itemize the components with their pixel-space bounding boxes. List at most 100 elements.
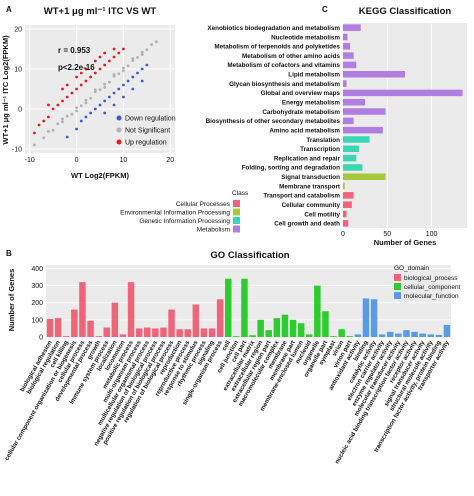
- scatter-x-tick-label: 20: [166, 157, 174, 164]
- go-bar: [322, 311, 329, 337]
- go-bar: [79, 282, 86, 337]
- go-bar: [216, 299, 224, 337]
- scatter-point-up-regulation: [93, 59, 97, 63]
- go-bar: [354, 334, 362, 337]
- go-bar: [338, 329, 345, 337]
- scatter-point-up-regulation: [79, 71, 83, 75]
- scatter-point-up-regulation: [47, 115, 50, 119]
- go-y-axis-label: Number of Genes: [7, 269, 16, 332]
- kegg-category-label: Metabolism of other amino acids: [242, 53, 340, 60]
- scatter-point-down-regulation: [103, 111, 107, 115]
- scatter-point-up-regulation: [65, 83, 69, 87]
- scatter-point-down-regulation: [140, 67, 144, 71]
- kegg-bar: [343, 80, 347, 87]
- scatter-point-not-significant: [140, 53, 144, 56]
- kegg-category-label: Nucleotide metabolism: [271, 34, 340, 41]
- scatter-point-not-significant: [136, 56, 139, 59]
- scatter-point-not-significant: [84, 98, 88, 102]
- go-legend-swatch: [394, 283, 401, 290]
- scatter-point-down-regulation: [89, 111, 93, 115]
- kegg-category-label: Amino acid metabolism: [269, 127, 340, 134]
- scatter-point-not-significant: [89, 96, 93, 100]
- go-bar: [176, 329, 183, 337]
- scatter-point-not-significant: [103, 86, 107, 89]
- go-y-tick-label: 200: [31, 300, 43, 307]
- kegg-legend-label: Metabolism: [197, 227, 230, 234]
- go-bar: [168, 309, 175, 337]
- kegg-title: KEGG Classification: [359, 6, 452, 17]
- go-bar: [346, 336, 353, 337]
- scatter-point-not-significant: [84, 101, 88, 105]
- scatter-point-up-regulation: [75, 75, 78, 79]
- scatter-point-not-significant: [75, 106, 78, 110]
- go-bar: [403, 330, 410, 337]
- go-bar: [289, 319, 297, 337]
- scatter-point-up-regulation: [37, 123, 41, 127]
- scatter-point-down-regulation: [79, 119, 83, 123]
- go-bar: [265, 330, 272, 337]
- kegg-category-label: Cellular community: [282, 202, 341, 209]
- panel-label-c: C: [322, 5, 328, 14]
- go-plot-area: [46, 265, 451, 337]
- scatter-point-up-regulation: [42, 119, 46, 123]
- scatter-point-not-significant: [122, 69, 125, 73]
- go-legend-label: biological_process: [404, 275, 458, 282]
- go-bar: [95, 336, 102, 337]
- scatter-point-down-regulation: [136, 71, 139, 75]
- scatter-point-down-regulation: [122, 95, 125, 99]
- go-legend-label: cellular_component: [404, 284, 461, 291]
- scatter-point-up-regulation: [79, 83, 83, 87]
- go-legend-title: GO_domain: [394, 265, 429, 272]
- kegg-category-label: Signal transduction: [281, 174, 340, 181]
- kegg-bar: [343, 126, 383, 134]
- scatter-point-down-regulation: [84, 115, 88, 119]
- scatter-legend-marker: [116, 127, 122, 133]
- go-y-tick-label: 0: [39, 335, 43, 342]
- scatter-point-up-regulation: [103, 63, 107, 67]
- scatter-point-not-significant: [56, 122, 60, 126]
- go-bar: [225, 278, 232, 337]
- scatter-point-down-regulation: [103, 99, 107, 103]
- go-bar: [306, 334, 313, 337]
- kegg-category-label: Cell growth and death: [274, 221, 340, 228]
- scatter-point-down-regulation: [98, 103, 102, 107]
- kegg-legend-title: Class: [232, 190, 249, 197]
- go-bar: [378, 334, 386, 337]
- scatter-point-not-significant: [112, 73, 116, 76]
- kegg-category-label: Cell motility: [304, 211, 340, 218]
- go-bar: [192, 304, 200, 337]
- kegg-bar: [343, 182, 345, 190]
- go-bar: [87, 320, 94, 337]
- kegg-category-label: Glycan biosynthesis and metabolism: [229, 81, 340, 88]
- go-bar: [152, 328, 159, 337]
- scatter-x-tick-label: 10: [120, 157, 128, 164]
- scatter-point-down-regulation: [75, 127, 78, 131]
- kegg-bar: [343, 52, 354, 59]
- kegg-bar: [343, 61, 357, 69]
- scatter-point-not-significant: [93, 88, 97, 92]
- scatter-point-not-significant: [93, 90, 97, 94]
- go-bar: [411, 331, 418, 337]
- scatter-point-down-regulation: [117, 87, 121, 91]
- scatter-point-down-regulation: [112, 103, 116, 107]
- kegg-category-label: Xenobiotics biodegradation and metabolis…: [207, 25, 340, 32]
- scatter-legend-marker: [116, 115, 122, 121]
- kegg-category-label: Biosynthesis of other secondary metaboli…: [206, 118, 341, 125]
- scatter-legend-label: Up regulation: [125, 140, 167, 147]
- kegg-category-label: Replication and repair: [274, 155, 341, 162]
- scatter-point-up-regulation: [51, 107, 55, 111]
- kegg-category-label: Carbohydrate metabolism: [262, 109, 340, 116]
- go-bar: [135, 328, 143, 337]
- go-title: GO Classification: [210, 250, 289, 261]
- kegg-bar: [343, 173, 386, 181]
- scatter-point-not-significant: [75, 109, 78, 113]
- scatter-point-down-regulation: [140, 79, 144, 83]
- go-bar: [241, 278, 248, 337]
- kegg-bar: [343, 201, 352, 208]
- go-bar: [297, 323, 305, 337]
- go-bar: [200, 328, 208, 337]
- kegg-bar: [343, 89, 463, 97]
- go-bar: [273, 318, 281, 337]
- scatter-point-not-significant: [61, 117, 64, 121]
- scatter-point-not-significant: [98, 88, 102, 92]
